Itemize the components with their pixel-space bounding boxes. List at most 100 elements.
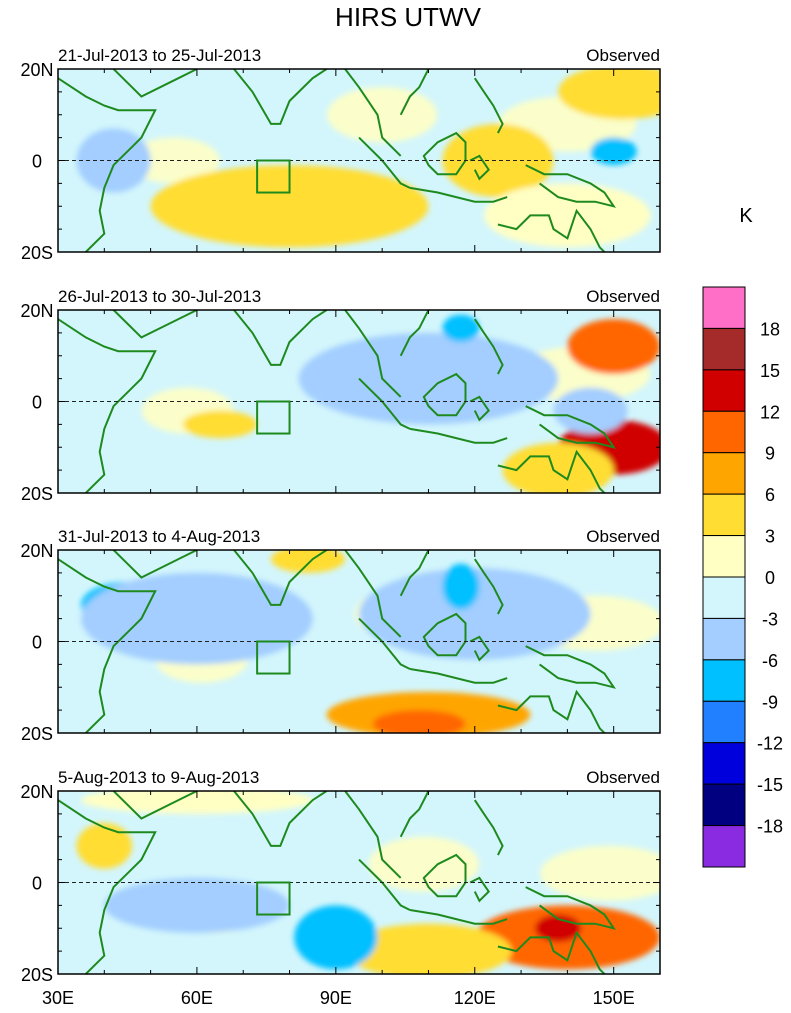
coastlines (58, 550, 616, 733)
coastline-india (233, 791, 328, 847)
coastline-sumatra (358, 858, 411, 911)
anomaly-blob (359, 568, 591, 660)
coastlines (58, 310, 616, 493)
anomaly-blob (76, 128, 151, 193)
anomaly-blob (502, 442, 614, 493)
anomaly-blob (150, 165, 429, 248)
anomaly-blob (298, 332, 559, 425)
coastline-arabia (112, 791, 198, 820)
anomaly-field (76, 791, 660, 974)
anomaly-blob (567, 319, 660, 375)
neutral-patch (326, 87, 438, 143)
anomaly-blob (558, 69, 660, 120)
coastline-indochina (399, 791, 430, 838)
coastlines (58, 791, 616, 974)
colorbar-label: 6 (765, 485, 775, 505)
colorbar-swatch (702, 286, 746, 329)
colorbar-label: -3 (762, 609, 778, 629)
coastline-philippines (473, 558, 504, 615)
coastline-india (233, 310, 328, 366)
panel-3: 20N 0 20S 31-Jul-2013 to 4-Aug-2013 Observed (20, 527, 661, 744)
colorbar-swatch (702, 535, 746, 578)
colorbar-label: -9 (762, 692, 778, 712)
panel-period-label: 5-Aug-2013 to 9-Aug-2013 (58, 768, 259, 787)
y-tick-label: 20N (20, 782, 53, 802)
colorbar-label: -6 (762, 651, 778, 671)
study-region-box (256, 640, 291, 675)
coastline-indochina (399, 69, 430, 116)
colorbar-label: -12 (757, 734, 783, 754)
x-tick-label: 120E (454, 988, 496, 1008)
colorbar-label: 0 (765, 568, 775, 588)
neutral-patch (540, 845, 660, 901)
y-tick-label: 20N (20, 541, 53, 561)
panel-period-label: 31-Jul-2013 to 4-Aug-2013 (58, 527, 260, 546)
colorbar-label: 12 (760, 402, 780, 422)
x-tick-label: 30E (42, 988, 74, 1008)
colorbar-swatch (702, 742, 746, 785)
y-tick-label: 0 (32, 152, 42, 172)
colorbar-swatch (702, 617, 746, 661)
x-axis: 30E 60E 90E 120E 150E (42, 988, 635, 1008)
anomaly-blob (81, 791, 313, 814)
coastline-malay (344, 550, 402, 638)
colorbar-swatch (702, 327, 746, 371)
coastline-philippines (473, 77, 504, 134)
coastline-australia (497, 208, 606, 252)
anomaly-blob (372, 710, 466, 733)
anomaly-blob (76, 823, 133, 869)
coastline-sulawesi (469, 154, 490, 181)
colorbar-label: -18 (757, 817, 783, 837)
colorbar-swatch (702, 493, 746, 537)
coastline-australia (497, 689, 606, 733)
study-region-box (256, 159, 291, 194)
coastline-sulawesi (469, 395, 490, 422)
panel-variable-label: Observed (586, 46, 660, 65)
colorbar-label: 15 (760, 361, 780, 381)
anomaly-blob (590, 137, 637, 166)
panel-2: 20N 0 20S 26-Jul-2013 to 30-Jul-2013 Observe… (20, 287, 661, 504)
colorbar-swatch (702, 452, 746, 495)
colorbar-swatch (702, 369, 746, 412)
coastline-java-timor (409, 668, 508, 684)
coastline-new-guinea (525, 886, 616, 930)
anomaly-blob (183, 410, 258, 439)
coastline-africa (58, 318, 157, 493)
panel-period-label: 26-Jul-2013 to 30-Jul-2013 (58, 287, 261, 306)
coastline-philippines (473, 318, 504, 375)
panel-variable-label: Observed (586, 768, 660, 787)
neutral-patch (368, 836, 480, 892)
colorbar-swatch (702, 825, 746, 868)
ticks (57, 790, 661, 975)
coastline-arabia (112, 310, 198, 339)
y-tick-label: 20N (20, 301, 53, 321)
panels: 20N 0 20S 21-Jul-2013 to 25-Jul-2013 Observe… (20, 46, 661, 985)
coastline-java-timor (409, 427, 508, 444)
y-tick-label: 20S (21, 243, 53, 263)
y-tick-label: 20S (21, 965, 53, 985)
colorbar-units-label: K (739, 205, 753, 227)
colorbar: 18 15 12 9 6 3 0 -3 -6 -9 -12 -15 -18 (702, 286, 783, 868)
coastline-sumatra (358, 136, 411, 189)
y-tick-label: 0 (32, 393, 42, 413)
colorbar-swatch (702, 410, 746, 454)
coastline-australia (497, 930, 606, 974)
y-tick-label: 0 (32, 633, 42, 653)
study-region-box (256, 400, 291, 435)
coastline-sumatra (358, 377, 411, 430)
anomaly-blob (104, 877, 290, 933)
coastline-india (233, 550, 328, 606)
y-tick-label: 20S (21, 724, 53, 744)
anomaly-blob (345, 923, 512, 974)
coastline-arabia (112, 550, 198, 579)
x-tick-label: 150E (593, 988, 635, 1008)
coastlines (58, 69, 616, 252)
coastline-malay (344, 791, 402, 879)
coastline-java-timor (409, 909, 508, 925)
anomaly-blob (442, 563, 480, 610)
panel-variable-label: Observed (586, 287, 660, 306)
coastline-new-guinea (525, 405, 616, 449)
colorbar-label: 18 (760, 319, 780, 339)
colorbar-label: -15 (757, 775, 783, 795)
x-tick-label: 60E (181, 988, 213, 1008)
